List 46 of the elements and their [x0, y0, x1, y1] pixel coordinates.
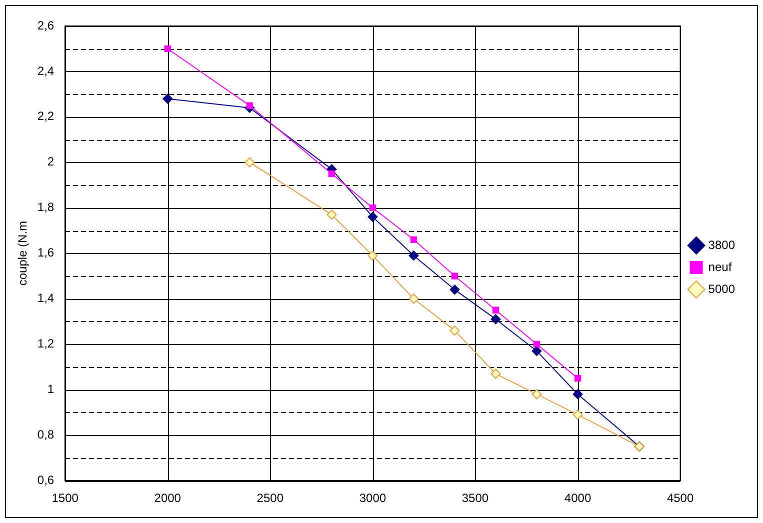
point: [572, 410, 583, 420]
point: [244, 157, 255, 168]
point: [164, 45, 171, 52]
x-tick-label: 1500: [52, 491, 79, 506]
legend-label: 3800: [708, 238, 736, 252]
point: [533, 340, 540, 348]
point: [369, 204, 376, 212]
point: [490, 368, 501, 379]
y-tick-label: 1,2: [37, 336, 54, 351]
legend-label: neuf: [708, 260, 732, 274]
point: [490, 314, 501, 324]
y-tick-label: 1: [47, 382, 54, 396]
x-tick-label: 2000: [154, 491, 182, 506]
y-tick-label: 2,6: [37, 18, 54, 32]
point: [572, 389, 583, 400]
point: [532, 389, 542, 400]
point: [328, 170, 336, 178]
point: [492, 306, 500, 314]
x-tick-label: 3000: [359, 491, 386, 506]
x-tick-label: 4500: [666, 491, 694, 506]
point: [451, 272, 458, 280]
x-tick-label: 4000: [564, 491, 592, 506]
point: [408, 250, 419, 261]
y-tick-label: 0,6: [37, 472, 54, 487]
point: [162, 94, 173, 104]
point: [408, 294, 419, 304]
point: [450, 284, 460, 295]
y-tick-label: 2,4: [37, 64, 54, 78]
y-tick-label: 1,8: [37, 200, 54, 214]
point: [450, 326, 460, 336]
x-tick-label: 3500: [462, 491, 489, 506]
y-tick-label: 2: [47, 154, 54, 169]
y-tick-label: 1,6: [37, 246, 54, 260]
point: [326, 210, 337, 220]
y-tick-label: 1,4: [37, 291, 54, 306]
point: [246, 102, 253, 109]
y-tick-label: 2,2: [37, 109, 54, 124]
point: [410, 236, 418, 243]
point: [368, 212, 378, 222]
point: [574, 374, 582, 382]
point: [532, 346, 542, 356]
y-tick-label: 0,8: [37, 427, 54, 442]
point: [368, 250, 378, 261]
x-tick-label: 2500: [256, 491, 284, 506]
y-axis-title: couple (N.m: [16, 220, 30, 286]
legend-label: 5000: [708, 282, 736, 296]
